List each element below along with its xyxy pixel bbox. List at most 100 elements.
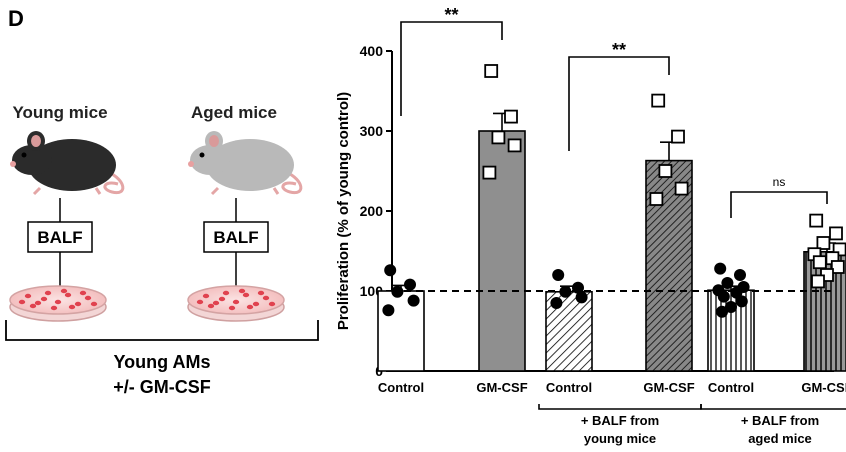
- cell-dot: [238, 288, 246, 294]
- significance-label: **: [612, 40, 626, 60]
- cell-dot: [262, 295, 270, 301]
- proliferation-chart: Proliferation (% of young control) 01002…: [335, 5, 846, 446]
- cell-dot: [60, 288, 68, 294]
- cell-dot: [232, 299, 240, 305]
- data-point: [716, 305, 728, 318]
- cell-dot: [246, 304, 254, 310]
- data-point: [735, 295, 748, 308]
- significance-bracket: [400, 21, 503, 116]
- data-point: [504, 109, 518, 124]
- significance-bracket: [730, 191, 828, 218]
- balf-label-aged: BALF: [213, 228, 258, 247]
- experiment-schematic: Young mice Aged mice BALF BALF: [5, 103, 319, 397]
- cell-dot: [228, 305, 236, 311]
- data-point: [391, 285, 404, 298]
- data-point: [384, 264, 397, 277]
- group-label: + BALF from: [581, 413, 659, 428]
- x-tick-label: Control: [546, 380, 592, 395]
- data-point: [674, 181, 689, 196]
- significance-label: ns: [773, 175, 786, 189]
- data-point: [651, 93, 666, 108]
- significance-label: **: [444, 5, 458, 25]
- data-point: [575, 291, 588, 304]
- data-point: [407, 294, 420, 307]
- cell-dot: [268, 301, 276, 307]
- y-tick-label: 200: [360, 203, 384, 219]
- x-tick-label: Control: [708, 380, 754, 395]
- data-point: [811, 274, 825, 289]
- group-label: aged mice: [748, 431, 812, 446]
- cell-dot: [44, 290, 52, 296]
- bracket: [5, 320, 319, 341]
- cell-dot: [84, 295, 92, 301]
- data-point: [671, 129, 685, 144]
- data-point: [725, 301, 737, 313]
- data-point: [484, 64, 499, 78]
- petri-dish-young-icon: [9, 285, 107, 322]
- x-tick-label: GM-CSF: [476, 380, 527, 395]
- cell-dot: [64, 292, 72, 298]
- aged-mice-label: Aged mice: [191, 103, 277, 122]
- y-tick-label: 300: [360, 123, 384, 139]
- data-point: [572, 281, 584, 294]
- data-point: [552, 269, 565, 281]
- cell-dot: [218, 296, 226, 302]
- cell-dot: [50, 305, 58, 311]
- significance-bracket: [568, 56, 670, 151]
- gmcsf-label: +/- GM-CSF: [113, 377, 211, 397]
- data-point: [382, 304, 395, 317]
- data-point: [649, 192, 664, 206]
- x-tick-label: GM-CSF: [801, 380, 846, 395]
- data-point: [658, 164, 673, 178]
- cell-dot: [202, 293, 210, 299]
- data-point: [830, 260, 845, 274]
- data-point: [559, 285, 572, 298]
- cell-dot: [90, 301, 98, 307]
- cell-dot: [34, 300, 42, 306]
- cell-dot: [196, 299, 204, 305]
- data-point: [550, 297, 563, 309]
- cell-dot: [18, 299, 26, 305]
- aged-mouse-icon: [188, 131, 303, 196]
- cell-dot: [54, 299, 62, 305]
- data-point: [404, 278, 416, 291]
- data-point: [721, 277, 734, 289]
- cell-dot: [29, 303, 37, 309]
- group-bracket: [700, 404, 846, 410]
- young-ams-label: Young AMs: [114, 352, 211, 372]
- cell-dot: [40, 296, 48, 302]
- cell-dot: [68, 304, 76, 310]
- cell-dot: [212, 300, 220, 306]
- cell-dot: [79, 290, 87, 296]
- data-point: [829, 226, 843, 241]
- cell-dot: [24, 293, 32, 299]
- cell-dot: [222, 290, 230, 296]
- data-point: [482, 165, 497, 180]
- balf-label-young: BALF: [37, 228, 82, 247]
- young-mice-label: Young mice: [12, 103, 107, 122]
- balf-box-young: [27, 221, 93, 253]
- young-mouse-icon: [10, 131, 125, 196]
- data-point: [507, 138, 522, 153]
- data-point: [491, 130, 506, 145]
- cell-dot: [242, 292, 250, 298]
- cell-dot: [252, 301, 260, 307]
- data-point: [714, 262, 727, 275]
- data-point: [816, 236, 831, 250]
- data-point: [734, 269, 746, 281]
- data-point: [717, 290, 730, 303]
- petri-dish-aged-icon: [187, 285, 285, 322]
- group-label: young mice: [584, 431, 656, 446]
- data-point: [812, 255, 827, 270]
- x-tick-label: GM-CSF: [643, 380, 694, 395]
- data-point: [730, 286, 743, 299]
- cell-dot: [74, 301, 82, 307]
- cell-dot: [207, 303, 215, 309]
- cell-dot: [257, 290, 265, 296]
- x-tick-label: Control: [378, 380, 424, 395]
- data-point: [809, 213, 824, 228]
- y-axis-label: Proliferation (% of young control): [335, 92, 352, 330]
- group-label: + BALF from: [741, 413, 819, 428]
- panel-letter: D: [8, 6, 24, 31]
- y-tick-label: 400: [360, 43, 384, 59]
